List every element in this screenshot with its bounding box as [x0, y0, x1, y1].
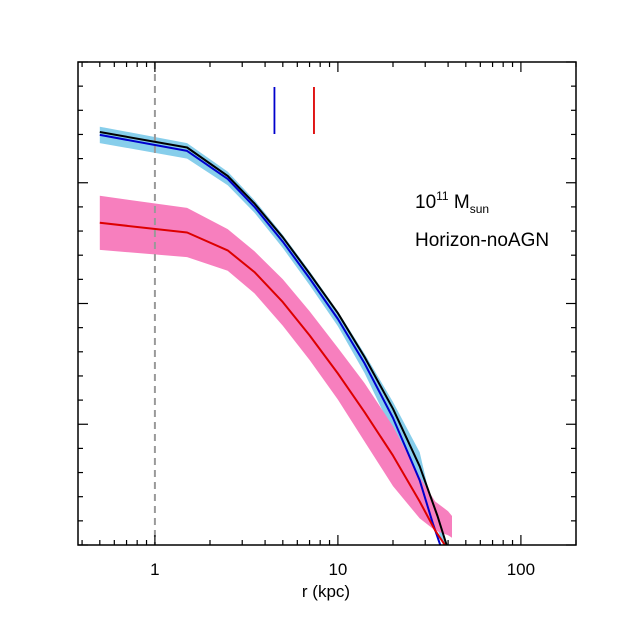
x-axis-label: r (kpc)	[302, 582, 350, 601]
series-line-2	[99, 221, 447, 545]
x-tick-labels: 1 10 100	[150, 560, 535, 579]
x-tick-label: 1	[150, 560, 159, 579]
simulation-label: Horizon-noAGN	[415, 230, 549, 251]
band-1	[99, 126, 447, 545]
x-tick-label: 100	[507, 560, 535, 579]
mass-annotation: 1011 Msun	[415, 189, 489, 216]
series-line-1	[99, 133, 442, 545]
marker-ticks	[273, 87, 315, 134]
band-2	[99, 195, 453, 538]
series-lines	[99, 131, 448, 545]
axis-ticks	[78, 61, 577, 546]
x-tick-label: 10	[328, 560, 347, 579]
uncertainty-bands	[99, 126, 453, 545]
series-line-0	[99, 131, 448, 545]
